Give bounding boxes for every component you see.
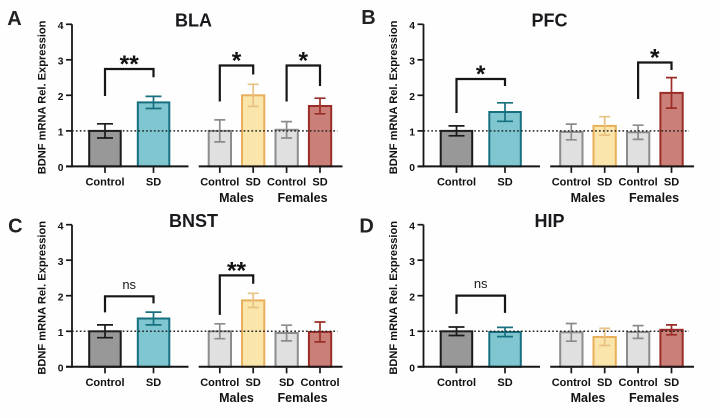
svg-text:BLA: BLA bbox=[175, 11, 212, 31]
svg-text:3: 3 bbox=[409, 56, 415, 67]
svg-text:Males: Males bbox=[571, 191, 606, 205]
svg-text:Males: Males bbox=[219, 191, 254, 205]
svg-text:SD: SD bbox=[279, 377, 294, 389]
svg-text:BDNF mRNA Rel. Expression: BDNF mRNA Rel. Expression bbox=[36, 20, 48, 174]
svg-text:3: 3 bbox=[409, 257, 415, 268]
svg-text:Control: Control bbox=[437, 377, 476, 389]
svg-text:B: B bbox=[361, 7, 375, 29]
svg-text:BNST: BNST bbox=[169, 211, 218, 231]
svg-text:4: 4 bbox=[58, 21, 64, 32]
svg-text:4: 4 bbox=[409, 21, 415, 32]
svg-text:1: 1 bbox=[409, 128, 415, 139]
svg-text:Control: Control bbox=[267, 177, 306, 189]
svg-text:SD: SD bbox=[664, 177, 679, 189]
svg-text:Control: Control bbox=[619, 377, 658, 389]
svg-text:2: 2 bbox=[409, 92, 415, 103]
svg-text:SD: SD bbox=[246, 377, 261, 389]
svg-text:ns: ns bbox=[474, 276, 488, 291]
svg-text:Control: Control bbox=[85, 377, 124, 389]
svg-text:*: * bbox=[299, 48, 309, 75]
svg-text:SD: SD bbox=[597, 177, 612, 189]
svg-text:BDNF mRNA Rel. Expression: BDNF mRNA Rel. Expression bbox=[388, 20, 400, 174]
svg-text:1: 1 bbox=[409, 328, 415, 339]
svg-text:ns: ns bbox=[122, 277, 136, 292]
svg-text:2: 2 bbox=[409, 292, 415, 303]
svg-text:Control: Control bbox=[552, 177, 591, 189]
svg-text:4: 4 bbox=[58, 221, 64, 232]
svg-text:0: 0 bbox=[409, 363, 415, 374]
svg-text:**: ** bbox=[120, 51, 140, 78]
svg-text:Control: Control bbox=[200, 377, 239, 389]
svg-text:SD: SD bbox=[146, 377, 161, 389]
svg-text:Control: Control bbox=[85, 177, 124, 189]
svg-text:0: 0 bbox=[409, 163, 415, 174]
svg-text:HIP: HIP bbox=[534, 211, 564, 231]
svg-text:SD: SD bbox=[146, 177, 161, 189]
svg-text:C: C bbox=[8, 216, 22, 238]
svg-text:SD: SD bbox=[312, 177, 327, 189]
svg-text:SD: SD bbox=[664, 377, 679, 389]
svg-text:SD: SD bbox=[246, 177, 261, 189]
svg-text:D: D bbox=[359, 215, 373, 237]
svg-text:*: * bbox=[476, 61, 486, 88]
svg-text:Females: Females bbox=[629, 191, 679, 205]
svg-text:Control: Control bbox=[619, 177, 658, 189]
svg-text:SD: SD bbox=[497, 177, 512, 189]
svg-text:Control: Control bbox=[200, 177, 239, 189]
svg-text:Females: Females bbox=[629, 391, 679, 405]
svg-text:Females: Females bbox=[277, 191, 327, 205]
svg-text:BDNF mRNA Rel. Expression: BDNF mRNA Rel. Expression bbox=[36, 221, 48, 375]
svg-text:SD: SD bbox=[597, 377, 612, 389]
svg-text:PFC: PFC bbox=[532, 11, 568, 31]
svg-text:Control: Control bbox=[552, 377, 591, 389]
svg-text:4: 4 bbox=[409, 221, 415, 232]
svg-text:Males: Males bbox=[571, 391, 606, 405]
svg-text:0: 0 bbox=[58, 363, 64, 374]
svg-text:SD: SD bbox=[497, 377, 512, 389]
svg-text:Control: Control bbox=[437, 177, 476, 189]
svg-text:Females: Females bbox=[277, 391, 327, 405]
svg-text:A: A bbox=[7, 8, 21, 30]
svg-text:0: 0 bbox=[58, 163, 64, 174]
svg-text:BDNF mRNA Rel. Expression: BDNF mRNA Rel. Expression bbox=[388, 221, 400, 375]
svg-text:Males: Males bbox=[219, 391, 254, 405]
svg-text:1: 1 bbox=[58, 328, 64, 339]
svg-text:Control: Control bbox=[300, 377, 339, 389]
svg-text:*: * bbox=[650, 45, 660, 72]
svg-text:*: * bbox=[232, 48, 242, 75]
svg-text:2: 2 bbox=[58, 92, 64, 103]
svg-text:2: 2 bbox=[58, 292, 64, 303]
svg-text:**: ** bbox=[227, 258, 247, 285]
svg-text:1: 1 bbox=[58, 128, 64, 139]
svg-text:3: 3 bbox=[58, 257, 64, 268]
svg-text:3: 3 bbox=[58, 56, 64, 67]
